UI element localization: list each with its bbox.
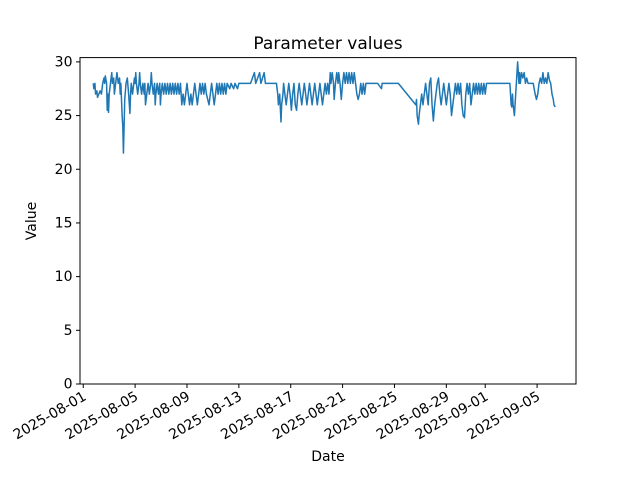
y-tick-label: 30 (55, 54, 73, 70)
plot-area (79, 57, 577, 385)
y-axis-label: Value (24, 202, 40, 240)
chart-title: Parameter values (253, 34, 402, 54)
y-tick-label: 0 (64, 377, 73, 393)
x-axis-label: Date (311, 449, 344, 465)
y-tick-label: 25 (55, 108, 73, 124)
y-tick-label: 10 (55, 269, 73, 285)
y-tick-label: 20 (55, 162, 73, 178)
data-series-line (92, 61, 556, 154)
y-tick-label: 5 (64, 323, 73, 339)
y-tick-label: 15 (55, 215, 73, 231)
y-axis-ticks: 0 5 10 15 20 25 30 (55, 54, 80, 393)
